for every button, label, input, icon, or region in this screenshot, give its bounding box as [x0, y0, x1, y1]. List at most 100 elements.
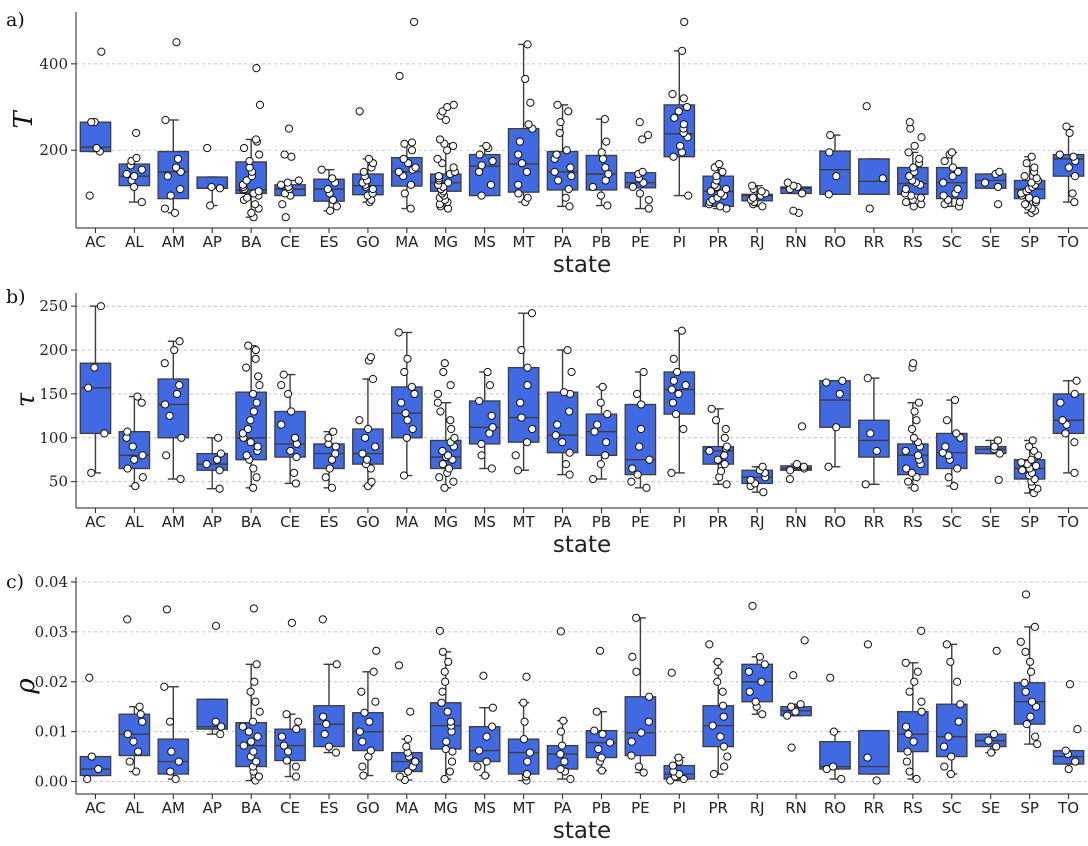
data-point: [1073, 725, 1082, 734]
data-point: [444, 464, 454, 473]
data-point: [953, 167, 963, 176]
data-point: [217, 722, 226, 731]
data-point: [138, 473, 147, 482]
data-point: [910, 483, 919, 492]
x-tick-label: RJ: [750, 799, 765, 817]
data-point: [290, 433, 300, 442]
data-point: [252, 473, 261, 482]
data-point: [953, 185, 962, 194]
data-point: [748, 181, 757, 190]
x-tick-label: AP: [203, 513, 222, 531]
x-tick-label: PA: [553, 513, 572, 531]
box-PR: [702, 404, 735, 489]
data-point: [438, 460, 447, 469]
x-tick-label: MS: [473, 513, 495, 531]
data-point: [436, 407, 445, 416]
data-point: [638, 135, 647, 144]
data-point: [408, 424, 417, 434]
data-point: [713, 455, 722, 464]
data-point: [556, 118, 565, 127]
panel-label: c): [6, 571, 24, 593]
data-point: [252, 757, 261, 766]
data-point: [440, 774, 449, 784]
box-AP: [196, 621, 229, 739]
data-point: [627, 751, 636, 760]
data-point: [668, 398, 677, 407]
data-point: [721, 185, 731, 194]
data-point: [448, 747, 457, 756]
data-point: [751, 697, 760, 706]
data-point: [1072, 376, 1081, 385]
data-point: [954, 717, 963, 726]
box-GO: [352, 107, 384, 207]
data-point: [327, 483, 337, 492]
x-tick-label: SP: [1020, 513, 1039, 531]
data-point: [525, 748, 534, 757]
data-point: [1033, 740, 1042, 749]
data-point: [522, 672, 531, 681]
data-point: [994, 475, 1003, 485]
data-point: [435, 473, 444, 482]
box-AM: [157, 337, 190, 484]
data-point: [400, 367, 409, 377]
data-point: [672, 367, 682, 377]
data-point: [477, 439, 486, 449]
box-AP: [196, 143, 229, 210]
data-point: [603, 201, 612, 210]
data-point: [837, 774, 846, 784]
x-tick-label: PB: [592, 799, 611, 817]
data-point: [446, 717, 455, 726]
data-point: [173, 154, 183, 163]
box-AM: [157, 605, 190, 784]
data-point: [797, 189, 807, 198]
data-point: [395, 71, 404, 81]
data-point: [162, 605, 171, 614]
data-point: [1016, 637, 1025, 646]
data-point: [1017, 458, 1026, 467]
data-point: [632, 613, 641, 623]
data-point: [130, 172, 139, 181]
data-point: [395, 772, 404, 781]
x-tick-label: AL: [125, 233, 144, 251]
data-point: [400, 139, 409, 148]
data-point: [214, 433, 223, 442]
data-point: [786, 466, 795, 475]
y-tick-label: 50: [49, 473, 68, 491]
data-point: [799, 462, 808, 471]
data-point: [872, 446, 881, 456]
data-point: [987, 748, 996, 757]
data-point: [123, 615, 132, 624]
data-point: [242, 451, 251, 460]
data-point: [720, 762, 729, 771]
data-point: [90, 363, 99, 372]
data-point: [596, 191, 606, 200]
data-point: [824, 462, 833, 471]
box-PA: [546, 345, 579, 479]
data-point: [639, 367, 648, 377]
data-point: [792, 460, 802, 469]
data-point: [912, 416, 921, 425]
data-point: [556, 749, 565, 759]
data-point: [172, 38, 181, 47]
data-point: [447, 424, 456, 434]
data-point: [394, 328, 403, 337]
data-point: [318, 615, 327, 624]
data-point: [681, 381, 690, 390]
data-point: [796, 700, 805, 709]
x-tick-label: MG: [433, 799, 458, 817]
box-TO: [1052, 122, 1085, 207]
box-SC: [935, 148, 968, 211]
data-point: [785, 474, 795, 484]
data-point: [993, 182, 1003, 192]
panel-label: a): [6, 9, 25, 31]
data-point: [950, 395, 960, 405]
data-point: [332, 202, 341, 211]
box-BA: [235, 604, 267, 785]
data-point: [800, 636, 809, 645]
data-point: [594, 745, 603, 754]
data-point: [359, 167, 368, 176]
y-tick-label: 0.04: [35, 573, 68, 591]
data-point: [238, 429, 247, 438]
data-point: [366, 352, 375, 362]
data-point: [601, 451, 610, 460]
